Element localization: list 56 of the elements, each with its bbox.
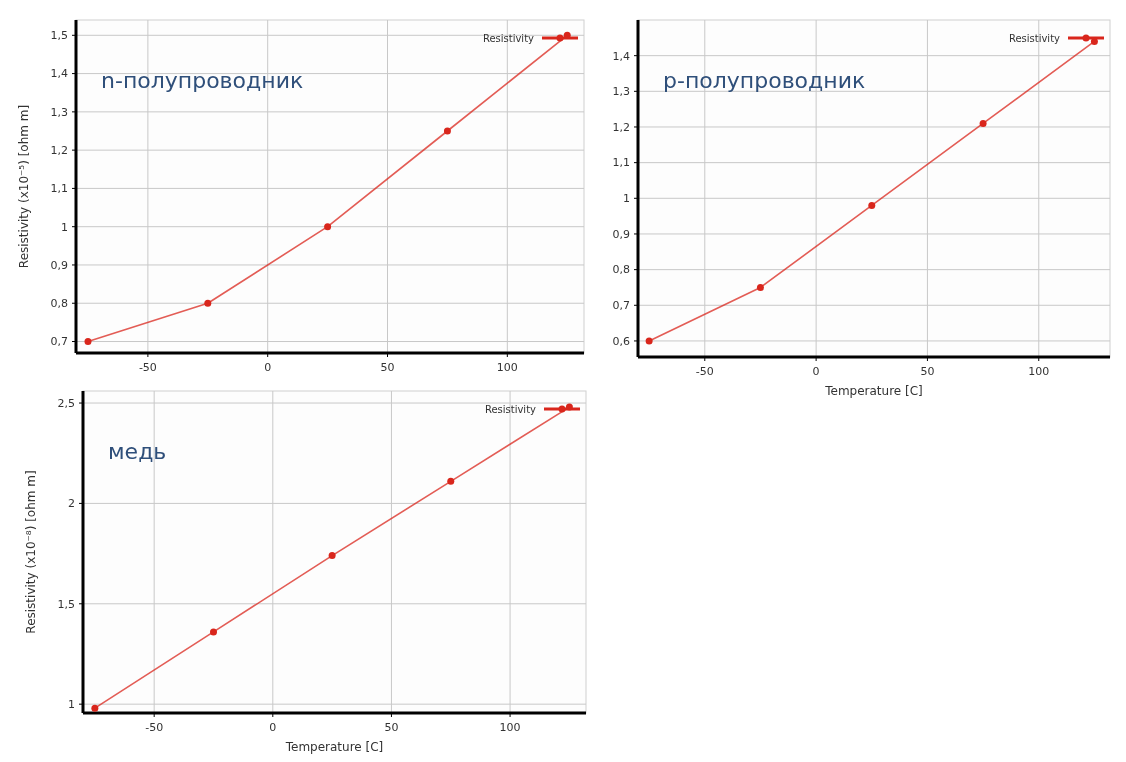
x-tick-label: 100	[499, 721, 521, 734]
point	[868, 201, 876, 209]
x-tick-label: 50	[920, 365, 935, 378]
point	[91, 704, 99, 712]
point	[84, 338, 92, 346]
x-tick-label: 0	[264, 361, 272, 374]
legend-label: Resistivity	[1008, 32, 1061, 44]
x-axis-title: Temperature [C]	[824, 384, 923, 398]
y-tick-label: 1,1	[50, 182, 68, 196]
point	[324, 223, 332, 231]
x-tick-label: 50	[380, 361, 395, 374]
y-tick-label: 1,4	[50, 67, 68, 81]
annotation: p-полупроводник	[663, 68, 866, 93]
y-tick-label: 1,5	[50, 29, 68, 43]
y-tick-label: 1,2	[612, 120, 630, 134]
y-tick-label: 0,9	[50, 258, 68, 272]
x-tick-label: 100	[496, 361, 518, 374]
y-tick-label: 1	[61, 220, 68, 234]
y-tick-label: 1	[68, 698, 75, 712]
point	[443, 127, 451, 135]
x-tick-label: -50	[138, 361, 157, 374]
x-axis-title: Temperature [C]	[284, 740, 384, 754]
x-tick-label: 0	[269, 721, 277, 734]
x-tick-label: 100	[1028, 365, 1050, 378]
y-tick-label: 0,8	[612, 263, 630, 277]
point	[645, 337, 653, 345]
x-tick-label: 50	[384, 721, 399, 734]
annotation: n-полупроводник	[101, 68, 304, 93]
legend-label: Resistivity	[484, 403, 537, 415]
y-tick-label: 0,6	[612, 334, 630, 348]
point	[328, 552, 336, 560]
y-axis-title: Resistivity (x10⁻⁸) [ohm m]	[24, 470, 38, 634]
y-tick-label: 1,2	[50, 143, 68, 157]
annotation: медь	[108, 439, 167, 464]
y-tick-label: 1,3	[612, 85, 630, 99]
y-tick-label: 1,1	[612, 156, 630, 170]
y-tick-label: 0,7	[612, 299, 630, 313]
y-axis-title: Resistivity (x10⁻⁵) [ohm m]	[17, 104, 31, 269]
y-tick-label: 2,5	[57, 396, 75, 410]
point	[447, 477, 455, 485]
y-tick-label: 1,3	[50, 105, 68, 119]
point	[204, 299, 212, 307]
y-tick-label: 0,8	[50, 297, 68, 311]
x-tick-label: -50	[695, 365, 714, 378]
y-tick-label: 1,5	[57, 597, 75, 611]
point	[210, 628, 217, 636]
y-tick-label: 1	[623, 192, 630, 206]
y-tick-label: 0,7	[50, 335, 68, 349]
legend-label: Resistivity	[482, 32, 535, 44]
x-tick-label: 0	[812, 365, 820, 378]
point	[756, 283, 764, 291]
y-tick-label: 0,9	[612, 227, 630, 241]
y-tick-label: 1,4	[612, 49, 630, 63]
x-tick-label: -50	[145, 721, 164, 734]
y-tick-label: 2	[68, 497, 75, 511]
point	[979, 119, 987, 127]
